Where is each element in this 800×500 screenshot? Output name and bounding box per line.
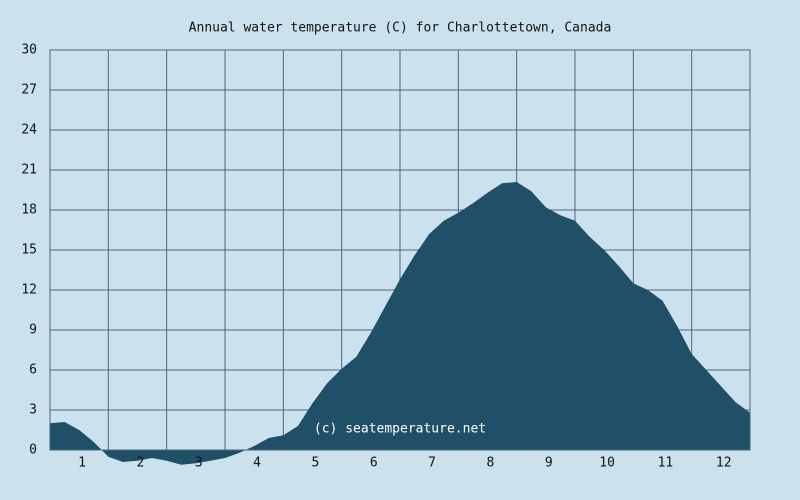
x-tick-label: 7 (428, 456, 436, 471)
x-tick-label: 3 (195, 456, 203, 471)
y-tick-label: 15 (21, 243, 37, 258)
x-tick-label: 2 (137, 456, 145, 471)
annotation: (c) seatemperature.net (314, 422, 486, 437)
y-tick-label: 18 (21, 203, 37, 218)
y-tick-label: 30 (21, 43, 37, 58)
x-tick-label: 11 (658, 456, 674, 471)
x-tick-label: 5 (312, 456, 320, 471)
y-tick-label: 12 (21, 283, 37, 298)
x-tick-label: 8 (487, 456, 495, 471)
x-tick-label: 1 (78, 456, 86, 471)
x-tick-label: 4 (253, 456, 261, 471)
y-tick-label: 9 (29, 323, 37, 338)
y-tick-label: 0 (29, 443, 37, 458)
x-tick-label: 10 (599, 456, 615, 471)
y-tick-label: 27 (21, 83, 37, 98)
x-tick-label: 12 (716, 456, 732, 471)
y-tick-label: 6 (29, 363, 37, 378)
plot-border (49, 49, 751, 451)
chart-title: Annual water temperature (C) for Charlot… (189, 21, 612, 36)
y-tick-label: 24 (21, 123, 37, 138)
x-tick-label: 6 (370, 456, 378, 471)
y-tick-label: 21 (21, 163, 37, 178)
area (50, 182, 750, 465)
x-tick-label: 9 (545, 456, 553, 471)
y-tick-label: 3 (29, 403, 37, 418)
